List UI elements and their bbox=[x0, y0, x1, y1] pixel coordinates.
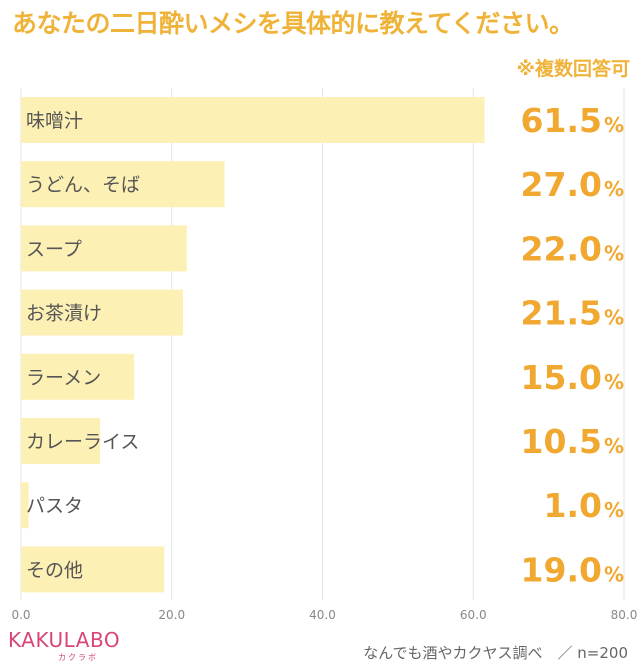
bar bbox=[21, 289, 184, 336]
category-label: その他 bbox=[26, 559, 83, 581]
value-label: 22.0% bbox=[521, 229, 624, 268]
value-label: 27.0% bbox=[521, 165, 624, 204]
category-label: パスタ bbox=[26, 495, 83, 517]
value-label: 15.0% bbox=[521, 358, 624, 397]
x-tick-label: 80.0 bbox=[611, 608, 638, 622]
x-tick-label: 20.0 bbox=[158, 608, 185, 622]
bar-chart: 味噌汁 61.5 % うどん、そば 27.0 % スープ 22.0 % お茶漬け 21.5 % ラーメン… bbox=[11, 88, 637, 622]
bar bbox=[21, 97, 485, 143]
bar bbox=[21, 482, 29, 529]
value-label: 19.0% bbox=[521, 550, 624, 589]
kakulabo-logo: KAKULABO bbox=[8, 628, 121, 652]
chart-title: あなたの二日酔いメシを具体的に教えてください。 bbox=[12, 9, 574, 38]
survey-source: なんでも酒やカクヤス調べ ／ n=200 bbox=[363, 644, 628, 662]
bar bbox=[21, 225, 187, 272]
bar bbox=[21, 418, 101, 464]
multiple-answers-note: ※複数回答可 bbox=[516, 58, 630, 80]
bar bbox=[21, 161, 225, 208]
x-tick-label: 40.0 bbox=[309, 608, 336, 622]
bar bbox=[21, 353, 135, 400]
value-label: 21.5% bbox=[521, 294, 624, 333]
bar bbox=[21, 546, 165, 593]
category-label: カレーライス bbox=[26, 431, 139, 453]
category-label: スープ bbox=[26, 238, 82, 260]
bars: 味噌汁 61.5 % うどん、そば 27.0 % スープ 22.0 % お茶漬け 21.5 % ラーメン… bbox=[21, 97, 624, 593]
category-label: 味噌汁 bbox=[26, 110, 83, 132]
x-axis-ticks: 0.0 20.0 40.0 60.0 80.0 bbox=[11, 608, 637, 622]
category-label: うどん、そば bbox=[26, 174, 140, 196]
category-label: お茶漬け bbox=[26, 303, 102, 325]
category-label: ラーメン bbox=[26, 367, 101, 389]
value-label: 61.5% bbox=[521, 101, 624, 140]
value-label: 10.5% bbox=[521, 422, 624, 461]
kakulabo-logo-subtitle: カクラボ bbox=[58, 653, 98, 662]
value-label: 1.0% bbox=[543, 486, 624, 525]
x-tick-label: 0.0 bbox=[11, 608, 30, 622]
x-tick-label: 60.0 bbox=[460, 608, 487, 622]
